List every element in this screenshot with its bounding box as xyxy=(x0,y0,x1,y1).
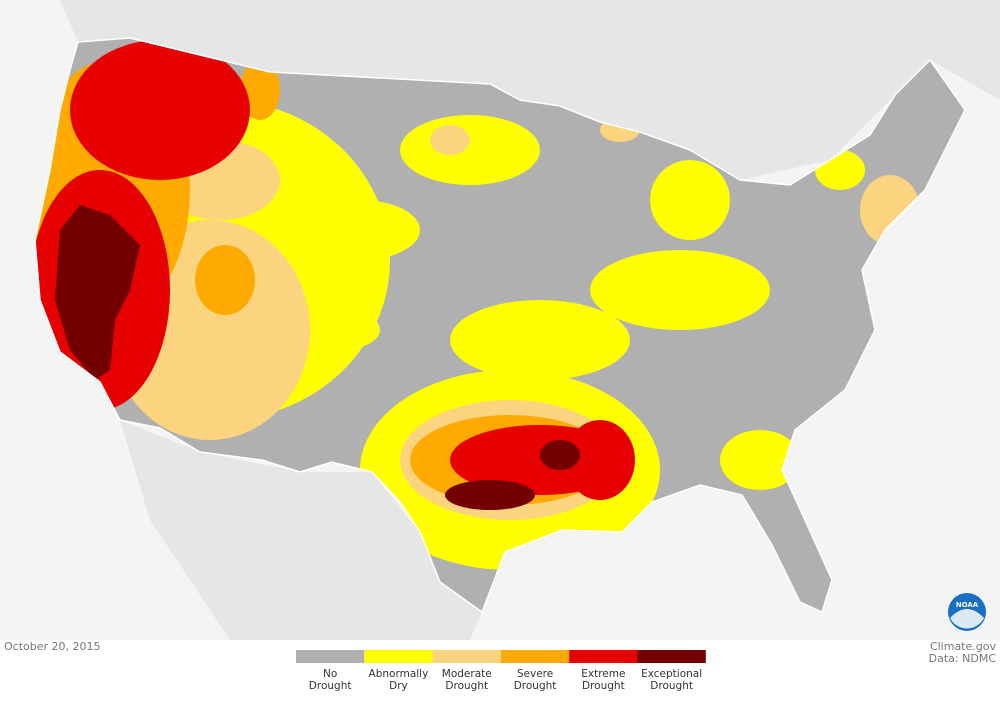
legend-label: Dry xyxy=(389,680,408,692)
noaa-logo: NOAA xyxy=(948,593,986,631)
legend-swatch xyxy=(364,650,433,663)
canada xyxy=(60,0,1000,180)
credit: Climate.gov xyxy=(930,640,997,653)
legend-label: Drought xyxy=(309,680,352,692)
legend-label: Drought xyxy=(650,680,693,692)
legend-label: Abnormally xyxy=(369,668,429,680)
legend-swatch xyxy=(296,650,365,663)
legend-label: Exceptional xyxy=(641,668,702,680)
legend-label: Drought xyxy=(582,680,625,692)
legend-swatch xyxy=(637,650,706,663)
footer xyxy=(0,640,1000,704)
us-outline xyxy=(34,37,966,614)
legend-swatch xyxy=(569,650,638,663)
date: October 20, 2015 xyxy=(4,640,101,653)
legend-swatch xyxy=(500,650,570,663)
legend-label: Drought xyxy=(445,680,488,692)
legend-label: No xyxy=(323,668,337,680)
mexico xyxy=(120,420,482,640)
logo-text: NOAA xyxy=(956,601,979,609)
legend-swatch xyxy=(432,650,501,663)
exceptional-areas xyxy=(55,205,580,510)
legend-label: Extreme xyxy=(581,668,625,680)
legend-label: Severe xyxy=(517,668,553,680)
logo-wave xyxy=(950,609,984,629)
legend: NoDroughtAbnormallyDryModerateDroughtSev… xyxy=(296,650,706,692)
legend-label: Drought xyxy=(514,680,557,692)
credit: Data: NDMC xyxy=(929,652,997,665)
legend-label: Moderate xyxy=(442,668,492,680)
